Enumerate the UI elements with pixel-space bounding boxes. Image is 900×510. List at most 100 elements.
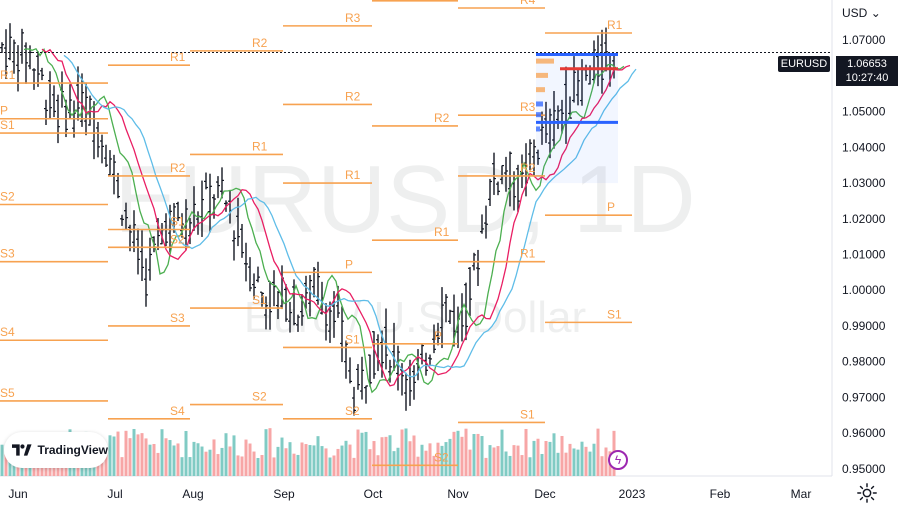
volume-bar bbox=[588, 451, 592, 476]
pivot-label: R1 bbox=[252, 139, 268, 153]
pivot-label: S2 bbox=[170, 232, 185, 246]
time-tick-label: Sep bbox=[273, 487, 295, 501]
volume-bar bbox=[292, 453, 296, 476]
volume-bar bbox=[216, 454, 220, 476]
pivot-label: S4 bbox=[0, 325, 15, 339]
pivot-label: S3 bbox=[0, 247, 15, 261]
moving-average-line bbox=[41, 48, 631, 387]
volume-bar bbox=[384, 436, 388, 476]
volume-bar bbox=[544, 441, 548, 476]
pivot-label: S2 bbox=[252, 390, 267, 404]
volume-bar bbox=[444, 442, 448, 476]
volume-bar bbox=[224, 433, 228, 476]
volume-bar bbox=[164, 438, 168, 476]
pivot-label: S1 bbox=[607, 307, 622, 321]
pivot-label: R1 bbox=[345, 168, 361, 182]
volume-profile-row bbox=[536, 58, 554, 64]
volume-bar bbox=[140, 433, 144, 476]
volume-bar bbox=[596, 428, 600, 476]
price-tick-label: 0.97000 bbox=[842, 390, 886, 404]
last-price-value: 1.06653 bbox=[847, 58, 887, 70]
volume-bar bbox=[468, 449, 472, 476]
volume-bar bbox=[244, 439, 248, 476]
volume-bar bbox=[328, 457, 332, 476]
pivot-label: P bbox=[0, 104, 8, 118]
volume-bar bbox=[396, 447, 400, 476]
pivot-label: R2 bbox=[345, 89, 361, 103]
volume-bar bbox=[400, 429, 404, 476]
pivot-label: S2 bbox=[345, 404, 360, 418]
volume-bar bbox=[128, 438, 132, 476]
volume-bar bbox=[492, 447, 496, 476]
pivot-label: R1 bbox=[0, 68, 16, 82]
pivot-label: S4 bbox=[170, 404, 185, 418]
pivot-label: R2 bbox=[252, 36, 268, 50]
pivot-label: R4 bbox=[520, 0, 536, 7]
price-tick-label: 1.07000 bbox=[842, 33, 886, 47]
volume-bar bbox=[340, 445, 344, 476]
volume-bar bbox=[116, 431, 120, 476]
volume-bar bbox=[232, 435, 236, 476]
volume-bar bbox=[604, 447, 608, 476]
volume-bar bbox=[296, 454, 300, 476]
volume-bar bbox=[204, 451, 208, 476]
volume-bar bbox=[460, 436, 464, 476]
gear-icon[interactable] bbox=[856, 482, 878, 504]
volume-profile-row bbox=[536, 101, 543, 107]
time-tick-label: Dec bbox=[534, 487, 555, 501]
volume-bar bbox=[576, 449, 580, 476]
volume-bar bbox=[488, 445, 492, 476]
volume-bar bbox=[192, 441, 196, 476]
volume-bar bbox=[276, 446, 280, 476]
volume-bar bbox=[540, 453, 544, 476]
currency-selector[interactable]: USD ⌄ bbox=[842, 6, 881, 20]
time-tick-label: Mar bbox=[791, 487, 812, 501]
volume-bar bbox=[428, 443, 432, 476]
pivot-label: R3 bbox=[345, 11, 361, 25]
symbol-price-label: EURUSD bbox=[778, 56, 830, 72]
volume-bar bbox=[364, 431, 368, 476]
volume-bar bbox=[424, 450, 428, 476]
price-tick-label: 0.96000 bbox=[842, 426, 886, 440]
price-tick-label: 1.05000 bbox=[842, 105, 886, 119]
volume-bar bbox=[136, 434, 140, 476]
volume-bar bbox=[456, 430, 460, 476]
volume-bar bbox=[452, 431, 456, 476]
volume-bar bbox=[188, 457, 192, 476]
volume-bar bbox=[108, 435, 112, 476]
pivot-label: R2 bbox=[520, 161, 536, 175]
volume-bar bbox=[260, 455, 264, 476]
volume-bar bbox=[332, 455, 336, 476]
volume-bar bbox=[284, 448, 288, 476]
flash-icon[interactable]: ϟ bbox=[608, 450, 628, 470]
volume-bar bbox=[212, 439, 216, 476]
volume-profile-row bbox=[536, 112, 541, 118]
volume-bar bbox=[248, 443, 252, 476]
price-tick-label: 0.98000 bbox=[842, 355, 886, 369]
chevron-down-icon: ⌄ bbox=[870, 6, 881, 20]
watermark-description: Euro / U.S. Dollar bbox=[244, 293, 586, 342]
volume-bar bbox=[368, 449, 372, 476]
volume-bar bbox=[516, 445, 520, 476]
volume-bar bbox=[388, 435, 392, 476]
volume-bar bbox=[564, 452, 568, 476]
time-tick-label: Aug bbox=[182, 487, 203, 501]
pivot-label: R2 bbox=[170, 161, 186, 175]
brand-name: TradingView bbox=[37, 443, 108, 457]
volume-bar bbox=[300, 442, 304, 476]
volume-bar bbox=[528, 457, 532, 476]
volume-bar bbox=[416, 456, 420, 476]
volume-bar bbox=[372, 441, 376, 476]
pivot-label: R1 bbox=[607, 18, 623, 32]
volume-bar bbox=[440, 445, 444, 476]
volume-bar bbox=[356, 429, 360, 476]
pivot-label: S1 bbox=[0, 118, 15, 132]
pivot-label: R1 bbox=[170, 50, 186, 64]
volume-bar bbox=[512, 445, 516, 476]
pivot-label: S1 bbox=[170, 214, 185, 228]
price-tick-label: 0.95000 bbox=[842, 462, 886, 476]
volume-bar bbox=[112, 436, 116, 476]
tradingview-logo[interactable]: TradingView bbox=[4, 432, 108, 468]
volume-profile-row bbox=[536, 72, 548, 78]
